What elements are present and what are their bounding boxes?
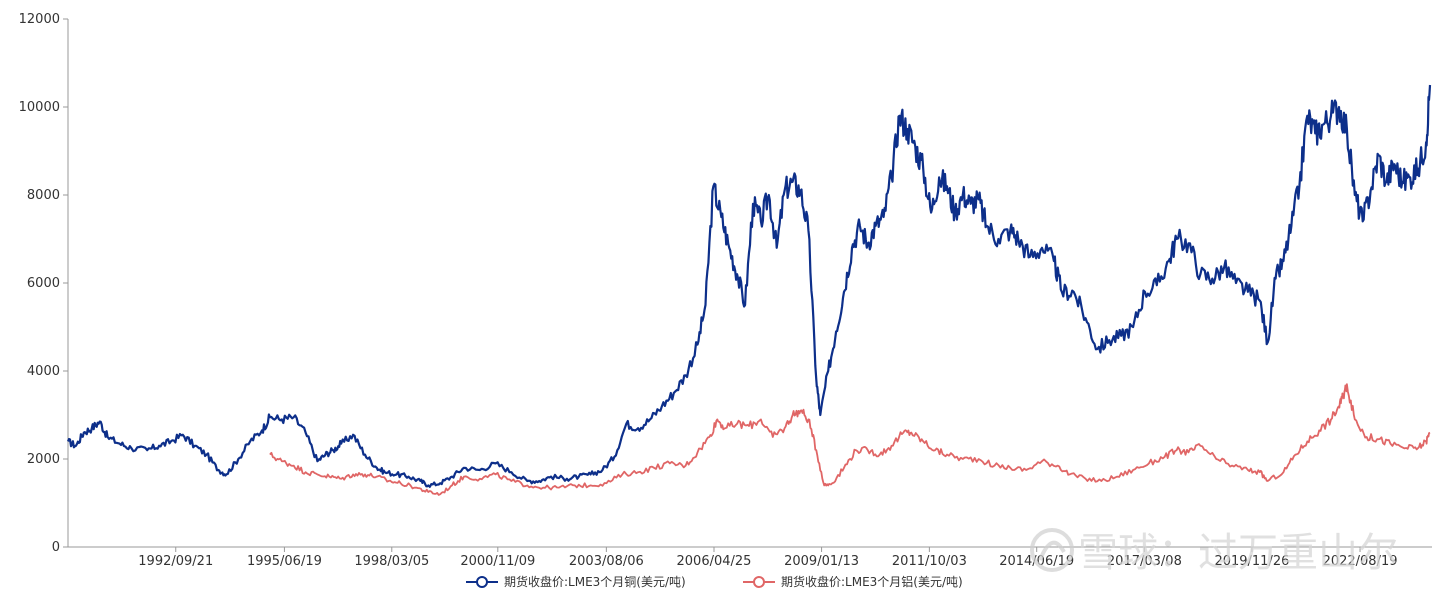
series-line-copper — [66, 84, 1432, 488]
snowball-logo-icon — [1030, 528, 1074, 572]
x-tick-label: 2011/10/03 — [892, 554, 967, 569]
y-axis: 0 2000 4000 6000 8000 10000 12000 — [19, 12, 69, 555]
legend-copper-circle-icon — [476, 576, 488, 588]
legend-copper-label: 期货收盘价:LME3个月铜(美元/吨) — [504, 574, 686, 589]
series-line-aluminum — [269, 383, 1431, 496]
watermark-text: 雪球：过万重山尔 — [1078, 530, 1398, 576]
x-tick-label: 2009/01/13 — [784, 554, 859, 569]
watermark: 雪球：过万重山尔 — [1030, 528, 1398, 576]
legend-item-aluminum[interactable]: 期货收盘价:LME3个月铝(美元/吨) — [743, 574, 963, 589]
y-tick-label: 8000 — [27, 188, 60, 203]
legend-aluminum-label: 期货收盘价:LME3个月铝(美元/吨) — [781, 574, 963, 589]
y-tick-label: 12000 — [19, 12, 60, 27]
x-tick-label: 2022/08/19 — [1323, 554, 1398, 569]
x-tick-label: 2017/03/08 — [1107, 554, 1182, 569]
x-tick-label: 1998/03/05 — [354, 554, 429, 569]
x-tick-label: 2006/04/25 — [677, 554, 752, 569]
x-tick-label: 2003/08/06 — [569, 554, 644, 569]
x-tick-label: 2000/11/09 — [460, 554, 535, 569]
y-tick-label: 10000 — [19, 100, 60, 115]
series-layer — [66, 84, 1432, 496]
x-tick-label: 2019/11/26 — [1214, 554, 1289, 569]
y-tick-label: 4000 — [27, 364, 60, 379]
legend: 期货收盘价:LME3个月铜(美元/吨) 期货收盘价:LME3个月铝(美元/吨) — [466, 574, 963, 589]
x-axis: 1992/09/21 1995/06/19 1998/03/05 2000/11/09… — [68, 546, 1432, 569]
legend-aluminum-circle-icon — [753, 576, 765, 588]
y-tick-label: 2000 — [27, 452, 60, 467]
x-tick-label: 1992/09/21 — [138, 554, 213, 569]
y-tick-label: 6000 — [27, 276, 60, 291]
legend-item-copper[interactable]: 期货收盘价:LME3个月铜(美元/吨) — [466, 574, 686, 589]
y-tick-label: 0 — [52, 540, 60, 555]
x-tick-label: 1995/06/19 — [247, 554, 322, 569]
